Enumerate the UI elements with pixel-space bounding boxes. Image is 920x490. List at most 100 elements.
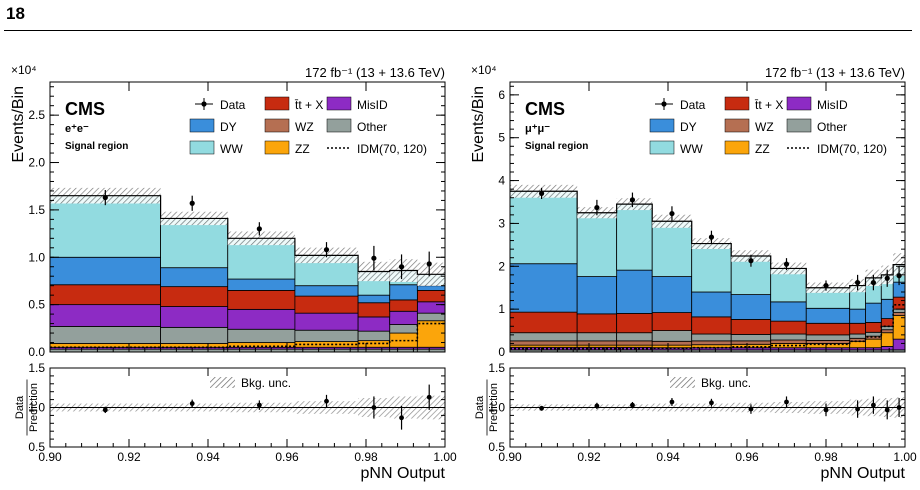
data-point-0 (102, 190, 108, 206)
legend-label: DY (220, 120, 237, 134)
ratio-y-tick-label: 0.5 (28, 440, 45, 454)
ratio-point-4 (709, 398, 714, 407)
legend-item-zz: ZZ (724, 140, 770, 156)
bar-dy-bin-6 (770, 301, 807, 322)
bar-wz-bin-1 (576, 340, 618, 346)
bar-zz-bin-9 (865, 338, 882, 349)
lumi-label: 172 fb⁻¹ (13 + 13.6 TeV) (305, 65, 445, 80)
legend-label: MisID (357, 98, 388, 112)
ratio-point-9 (871, 396, 876, 414)
x-tick-label: 0.94 (196, 450, 220, 464)
legend-label: Data (680, 98, 706, 112)
chart-ee-signal-region: 0.0 0.5 1.0 1.5 2.0 2.5 0.90 0.92 0.94 0.96 0.98 1.… (10, 63, 457, 482)
legend-swatch (786, 96, 812, 111)
bar-dy-bin-5 (389, 284, 418, 301)
bar-zz-bin-8 (849, 340, 866, 349)
bar-wz-bin-4 (691, 340, 732, 346)
bar-other-bin-1 (160, 326, 229, 344)
bar-other-bin-3 (294, 329, 359, 342)
bar-ttx-bin-3 (294, 295, 359, 314)
bar-dy-bin-10 (880, 298, 894, 319)
legend-item-ww: WW (649, 140, 703, 156)
bar-misid-bin-3 (294, 312, 359, 331)
bar-misid-bin-11 (892, 338, 906, 351)
y-tick-label: 6 (498, 88, 505, 102)
ratio-point-8 (855, 400, 860, 418)
data-point-7 (823, 280, 829, 291)
legend-item-misid: MisID (786, 96, 848, 112)
ratio-marker (256, 402, 262, 408)
data-marker (748, 258, 754, 264)
bar-ttx-bin-7 (805, 322, 851, 336)
legend-item-dy: DY (189, 118, 237, 134)
ratio-marker (884, 407, 890, 413)
bar-wz-bin-5 (730, 340, 772, 345)
cms-label: CMS (525, 99, 565, 119)
legend-label: WW (220, 142, 243, 156)
legend-item-other: Other (326, 118, 387, 134)
ratio-marker (539, 405, 544, 411)
ratio-point-2 (630, 401, 635, 409)
bar-zz-bin-11 (892, 315, 906, 340)
bar-other-bin-3 (651, 330, 693, 342)
data-point-11 (896, 266, 902, 286)
ratio-point-0 (539, 405, 544, 411)
legend-swatch (326, 118, 352, 133)
data-point-2 (256, 222, 262, 236)
ratio-y-tick-label: 1.5 (28, 361, 45, 375)
data-point-4 (371, 245, 377, 271)
stack-group (509, 190, 906, 353)
bar-other-bin-4 (357, 330, 391, 342)
legend-label: IDM(70, 120) (357, 142, 427, 156)
bar-ttx-bin-2 (616, 313, 653, 334)
bar-ttx-bin-0 (509, 311, 578, 334)
lumi-label: 172 fb⁻¹ (13 + 13.6 TeV) (765, 65, 905, 80)
bar-ttx-bin-0 (49, 284, 161, 306)
data-marker (629, 197, 636, 203)
data-marker (102, 194, 108, 201)
legend-swatch (724, 118, 750, 133)
ratio-marker (748, 406, 754, 412)
legend-swatch (189, 118, 215, 133)
bar-other-bin-0 (509, 332, 578, 342)
ratio-point-3 (669, 398, 675, 406)
y-tick-label: 0 (498, 345, 505, 359)
legend-label: ZZ (755, 142, 770, 156)
data-marker (896, 273, 902, 279)
legend-item-other: Other (786, 118, 847, 134)
bar-other-bin-0 (49, 326, 161, 344)
bar-other-bin-2 (227, 328, 296, 343)
ratio-y-label-num: Data (14, 395, 26, 419)
legend-label: Other (357, 120, 387, 134)
ratio-marker (855, 406, 860, 412)
bar-other-bin-7 (805, 334, 851, 341)
bar-wz-bin-11 (892, 312, 906, 316)
ratio-y-tick-label: 1.5 (488, 361, 505, 375)
bar-other-bin-2 (616, 332, 653, 342)
bar-ttx-bin-4 (357, 302, 391, 318)
bar-ttx-bin-6 (770, 320, 807, 335)
x-tick-label: 0.90 (38, 450, 62, 464)
bar-ww-bin-0 (49, 195, 161, 258)
bar-ww-bin-4 (691, 243, 732, 293)
ratio-point-5 (399, 405, 404, 430)
bar-wz-bin-6 (770, 339, 807, 344)
ratio-marker (324, 398, 329, 404)
bar-other-bin-8 (849, 333, 866, 339)
ratio-point-1 (189, 399, 195, 408)
data-point-1 (189, 195, 195, 211)
legend-item-data: Data (195, 98, 246, 112)
ratio-marker (784, 399, 789, 405)
bar-dy-bin-9 (865, 302, 882, 323)
ratio-marker (102, 407, 108, 413)
legend-swatch (189, 140, 215, 155)
legend-label: t̄t + X (295, 98, 324, 112)
legend-label: WW (680, 142, 703, 156)
bar-dy-bin-0 (509, 263, 578, 313)
legend-item-ttx: t̄t + X (264, 96, 324, 112)
bar-misid-bin-4 (357, 316, 391, 332)
data-marker (256, 226, 262, 232)
legend-swatch (264, 118, 290, 133)
bar-ttx-bin-1 (576, 313, 618, 334)
legend-item-wz: WZ (264, 118, 314, 134)
